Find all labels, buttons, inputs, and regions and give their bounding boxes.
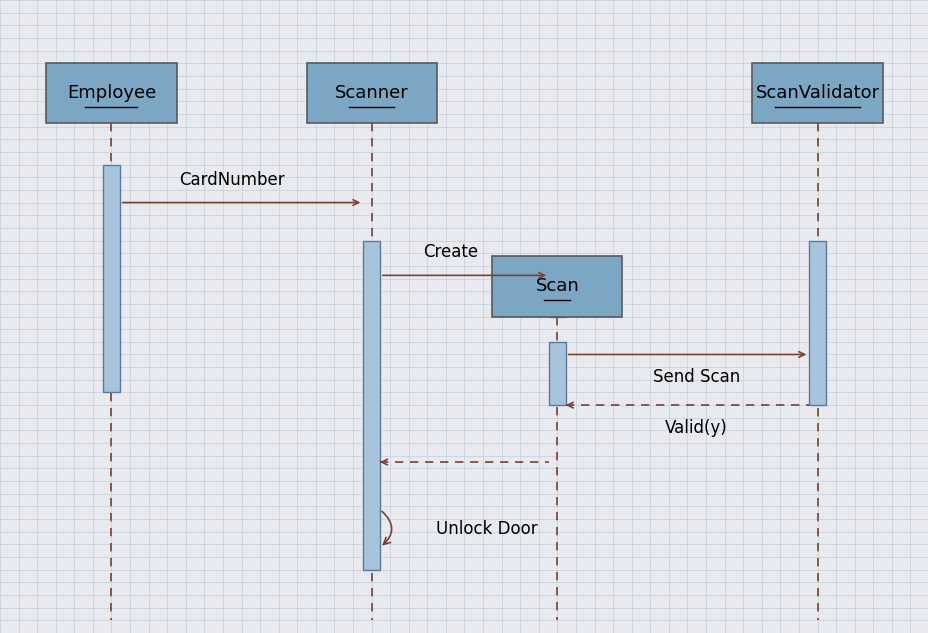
Text: CardNumber: CardNumber (179, 171, 285, 189)
Bar (492, 256, 622, 316)
Text: Scan: Scan (535, 277, 579, 296)
Text: Create: Create (422, 244, 478, 261)
FancyArrowPatch shape (381, 511, 392, 544)
Bar (103, 165, 120, 392)
Text: Send Scan: Send Scan (652, 368, 740, 386)
Bar (808, 241, 825, 405)
Text: Unlock Door: Unlock Door (435, 520, 536, 537)
Text: ScanValidator: ScanValidator (754, 84, 879, 103)
Bar (752, 63, 882, 123)
Text: Valid(y): Valid(y) (664, 419, 728, 437)
Bar (306, 63, 436, 123)
Text: Employee: Employee (67, 84, 156, 103)
Bar (46, 63, 176, 123)
Bar (548, 275, 565, 316)
Text: Scanner: Scanner (334, 84, 408, 103)
Bar (363, 241, 380, 570)
Bar (548, 342, 565, 405)
